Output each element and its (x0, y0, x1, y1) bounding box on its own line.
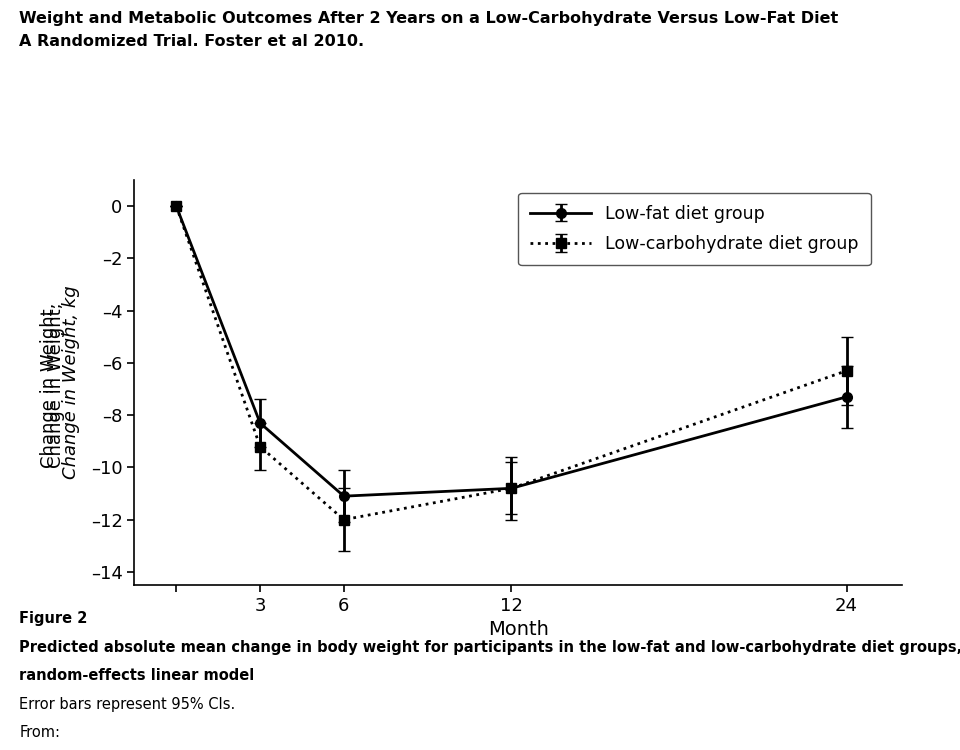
Y-axis label: Change in Weight, kg: Change in Weight, kg (61, 286, 80, 479)
X-axis label: Month: Month (488, 620, 549, 639)
Legend: Low-fat diet group, Low-carbohydrate diet group: Low-fat diet group, Low-carbohydrate die… (518, 193, 871, 266)
Text: Change in Weight,: Change in Weight, (47, 297, 65, 468)
Text: Weight and Metabolic Outcomes After 2 Years on a Low-Carbohydrate Versus Low-Fat: Weight and Metabolic Outcomes After 2 Ye… (19, 11, 838, 26)
Text: Figure 2: Figure 2 (19, 611, 87, 626)
Text: random-effects linear model: random-effects linear model (19, 668, 254, 683)
Text: Error bars represent 95% CIs.: Error bars represent 95% CIs. (19, 697, 235, 712)
Text: A Randomized Trial. Foster et al 2010.: A Randomized Trial. Foster et al 2010. (19, 34, 365, 49)
Text: Predicted absolute mean change in body weight for participants in the low-fat an: Predicted absolute mean change in body w… (19, 640, 960, 655)
Text: Change in Weight,: Change in Weight, (39, 297, 58, 468)
Text: From:: From: (19, 725, 60, 740)
